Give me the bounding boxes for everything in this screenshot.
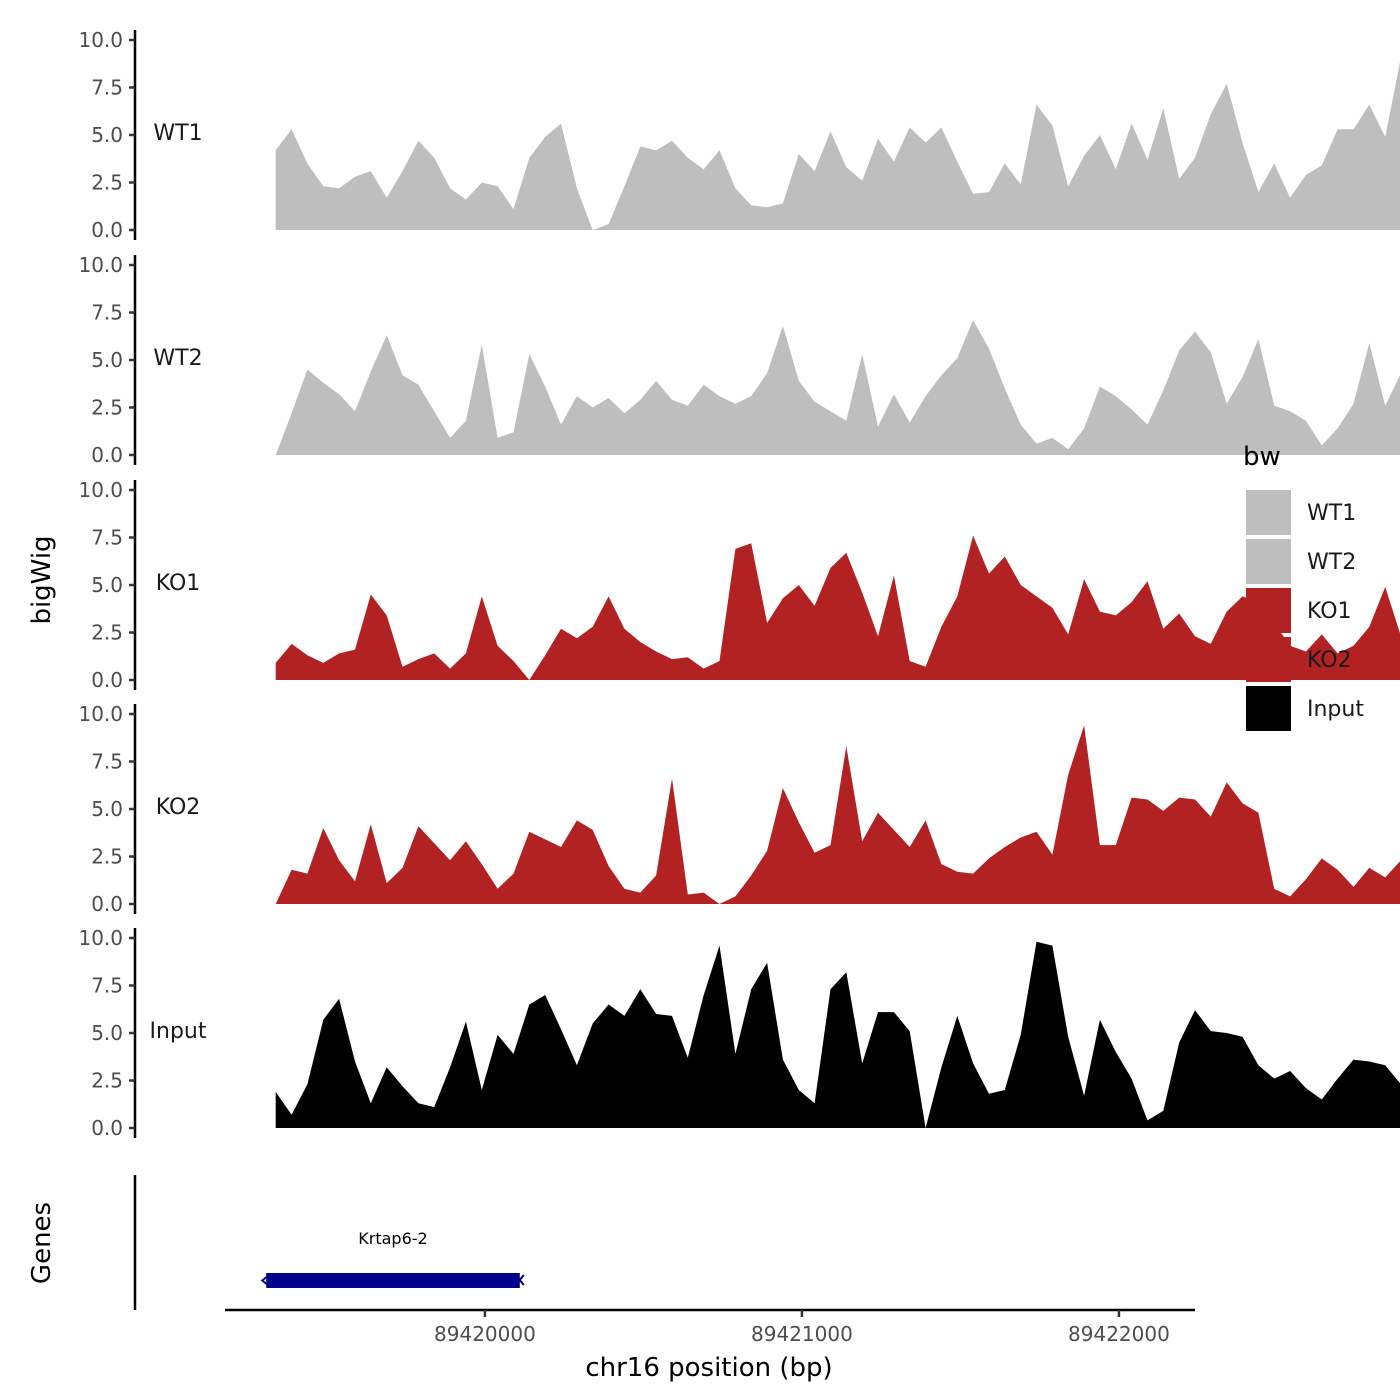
gene-end-marker [515, 1274, 525, 1286]
legend: bw WT1 WT2 KO1 KO2 Input [1243, 442, 1364, 731]
y-tick-label: 5.0 [91, 1021, 123, 1045]
gene-strand-arrow [260, 1274, 270, 1287]
y-tick-label: 2.5 [91, 171, 123, 195]
coverage-area-ko1 [275, 535, 1400, 680]
y-tick-label: 7.5 [91, 526, 123, 550]
coverage-area-wt2 [275, 320, 1400, 455]
x-tick-label: 89421000 [751, 1322, 853, 1346]
y-tick-label: 2.5 [91, 1069, 123, 1093]
y-tick-label: 7.5 [91, 974, 123, 998]
track-label: WT1 [153, 121, 202, 146]
legend-label: KO2 [1307, 648, 1352, 673]
y-tick-label: 2.5 [91, 845, 123, 869]
coverage-area-wt1 [275, 62, 1400, 230]
y-tick-label: 0.0 [91, 668, 123, 692]
y-tick-label: 2.5 [91, 396, 123, 420]
y-tick-label: 10.0 [78, 702, 123, 726]
legend-swatch [1246, 539, 1291, 584]
track-label: Input [150, 1019, 207, 1044]
track-ko1: 0.0 2.5 5.0 7.5 10.0 KO1 [78, 478, 1400, 692]
y-tick-label: 10.0 [78, 478, 123, 502]
legend-swatch [1246, 588, 1291, 633]
x-tick-label: 89422000 [1068, 1322, 1170, 1346]
legend-title: bw [1243, 442, 1281, 472]
legend-swatch [1246, 637, 1291, 682]
gene-label: Krtap6-2 [358, 1229, 427, 1248]
legend-label: WT2 [1307, 550, 1356, 575]
legend-label: KO1 [1307, 599, 1352, 624]
track-input: 0.0 2.5 5.0 7.5 10.0 Input [78, 926, 1400, 1140]
track-wt2: 0.0 2.5 5.0 7.5 10.0 WT2 [78, 253, 1400, 467]
y-tick-label: 5.0 [91, 797, 123, 821]
coverage-area-ko2 [275, 725, 1400, 904]
y-tick-label: 7.5 [91, 301, 123, 325]
y-tick-label: 0.0 [91, 443, 123, 467]
y-tick-label: 0.0 [91, 1116, 123, 1140]
coverage-area-input [275, 941, 1400, 1128]
track-label: KO1 [156, 571, 201, 596]
track-ko2: 0.0 2.5 5.0 7.5 10.0 KO2 [78, 702, 1400, 916]
y-tick-label: 5.0 [91, 573, 123, 597]
legend-label: WT1 [1307, 501, 1356, 526]
y-tick-label: 7.5 [91, 750, 123, 774]
track-wt1: 0.0 2.5 5.0 7.5 10.0 WT1 [78, 28, 1400, 242]
y-axis-title: bigWig [27, 535, 57, 624]
y-tick-label: 5.0 [91, 348, 123, 372]
track-panels: 0.02.55.07.510.0WT10.02.55.07.510.0WT20.… [78, 28, 1400, 1140]
y-tick-label: 2.5 [91, 621, 123, 645]
track-label: KO2 [156, 795, 201, 820]
legend-label: Input [1307, 697, 1364, 722]
x-axis: 89420000 89421000 89422000 chr16 position … [225, 1308, 1195, 1383]
x-tick-label: 89420000 [434, 1322, 536, 1346]
track-label: WT2 [153, 346, 202, 371]
legend-swatch [1246, 686, 1291, 731]
y-tick-label: 5.0 [91, 123, 123, 147]
x-axis-title: chr16 position (bp) [585, 1353, 832, 1383]
y-tick-label: 7.5 [91, 76, 123, 100]
y-tick-label: 10.0 [78, 253, 123, 277]
y-tick-label: 10.0 [78, 28, 123, 52]
y-tick-label: 10.0 [78, 926, 123, 950]
legend-swatch [1246, 490, 1291, 535]
y-tick-label: 0.0 [91, 892, 123, 916]
genes-panel: Genes Krtap6-2 [27, 1175, 525, 1310]
gene-body [266, 1273, 520, 1288]
genes-axis-title: Genes [27, 1202, 57, 1284]
y-tick-label: 0.0 [91, 218, 123, 242]
